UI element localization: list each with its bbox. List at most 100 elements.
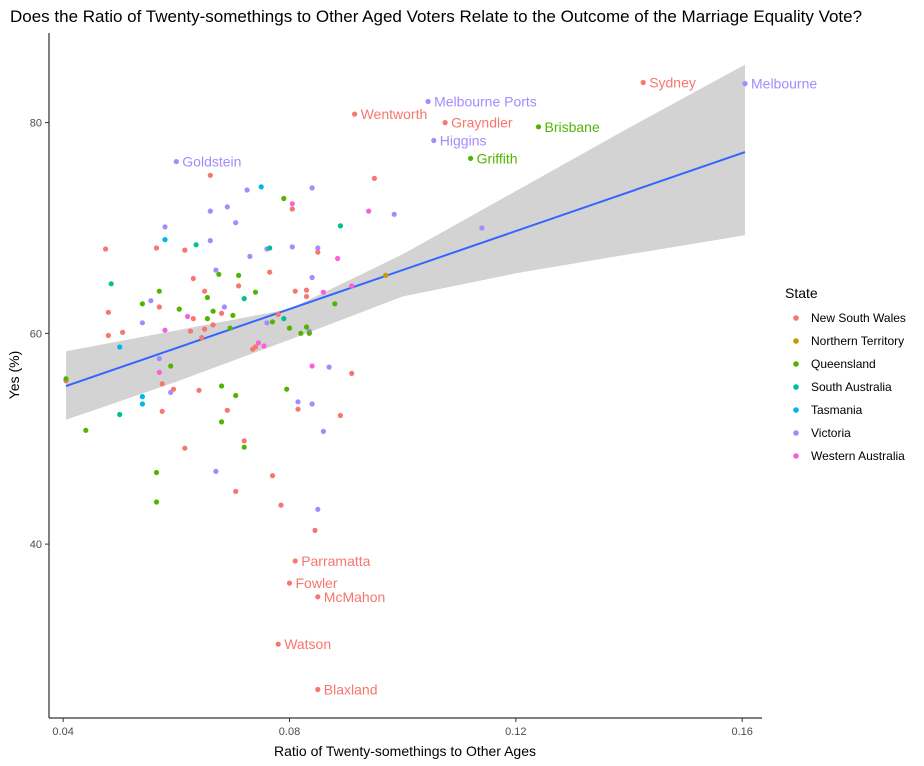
data-point	[170, 386, 177, 392]
data-point	[269, 319, 276, 325]
confidence-band	[66, 64, 745, 420]
data-point	[391, 211, 397, 217]
data-point	[190, 316, 196, 322]
data-point	[196, 387, 202, 393]
labeled-data-point	[315, 594, 321, 600]
point-label: Fowler	[296, 575, 338, 591]
data-point	[202, 288, 208, 294]
data-point	[281, 316, 287, 322]
data-point	[117, 344, 123, 350]
data-point	[202, 326, 208, 332]
labeled-data-point	[442, 120, 448, 126]
legend-key	[793, 338, 799, 344]
data-point	[159, 408, 165, 414]
legend-key	[793, 384, 799, 390]
legend-label: New South Wales	[811, 311, 906, 325]
data-point	[278, 502, 284, 508]
data-point	[289, 201, 295, 207]
data-point	[233, 392, 239, 399]
data-point	[247, 253, 253, 259]
trend-line	[65, 151, 746, 387]
labeled-data-point	[431, 137, 437, 144]
data-point	[303, 293, 310, 300]
labeled-data-point	[275, 641, 281, 647]
data-point	[241, 438, 247, 444]
data-point	[219, 383, 225, 389]
data-point	[156, 288, 162, 294]
data-point	[383, 272, 389, 278]
x-tick-label: 0.12	[505, 726, 526, 738]
data-point	[309, 363, 315, 369]
data-point	[230, 312, 236, 318]
x-tick-label: 0.08	[279, 726, 300, 738]
point-label: Sydney	[649, 75, 696, 91]
data-point	[159, 381, 165, 387]
data-point	[267, 269, 273, 275]
labeled-data-point	[286, 580, 293, 586]
data-point	[252, 289, 259, 295]
data-point	[233, 220, 239, 226]
data-point	[83, 427, 89, 433]
data-point	[320, 289, 326, 295]
data-point	[315, 249, 321, 255]
data-point	[275, 311, 281, 317]
labeled-data-point	[468, 155, 474, 161]
data-point	[221, 304, 227, 310]
data-point	[105, 332, 111, 339]
data-point	[315, 506, 321, 512]
data-point	[224, 407, 230, 413]
data-point	[139, 401, 145, 407]
axes-layer: 0.04 0.08 0.12 0.16 40 60 80	[30, 33, 762, 738]
data-point	[207, 172, 213, 178]
data-point	[108, 281, 114, 287]
data-point	[193, 242, 199, 248]
x-tick-label: 0.16	[731, 726, 752, 738]
data-point	[326, 364, 332, 370]
data-point	[335, 255, 341, 262]
data-point	[153, 469, 160, 476]
point-label: Melbourne	[751, 76, 817, 92]
data-point	[153, 245, 160, 251]
y-tick-label: 80	[30, 118, 42, 130]
data-point	[281, 195, 287, 202]
data-point	[204, 294, 210, 301]
data-point	[264, 320, 270, 326]
data-point	[337, 412, 343, 419]
data-point	[139, 394, 145, 400]
labeled-data-point	[173, 159, 179, 165]
legend-title: State	[785, 285, 818, 301]
data-point	[258, 184, 264, 190]
data-point	[366, 208, 372, 214]
point-label: Blaxland	[324, 682, 378, 698]
data-point	[295, 406, 301, 412]
data-point	[185, 313, 191, 320]
data-point	[233, 488, 239, 494]
labeled-data-point	[352, 111, 358, 117]
data-point	[156, 304, 162, 310]
data-point	[298, 330, 304, 336]
data-point	[204, 316, 210, 322]
data-point	[213, 468, 219, 474]
data-point	[252, 344, 259, 350]
data-point	[63, 376, 69, 382]
data-point	[213, 267, 219, 273]
data-point	[337, 223, 343, 229]
data-point	[244, 187, 250, 193]
data-point	[227, 325, 233, 331]
legend-key	[793, 453, 799, 459]
data-point	[156, 356, 162, 362]
data-point	[153, 499, 160, 505]
data-point	[162, 327, 168, 333]
labeled-data-point	[425, 98, 431, 105]
data-point	[286, 325, 293, 331]
data-point	[261, 343, 267, 349]
data-point	[176, 306, 182, 312]
x-tick-label: 0.04	[52, 726, 73, 738]
data-point	[241, 296, 247, 302]
data-point	[207, 238, 213, 244]
legend-label: Western Australia	[811, 449, 905, 463]
data-point	[292, 288, 298, 294]
point-label: Grayndler	[451, 115, 513, 131]
data-point	[139, 320, 145, 326]
point-label: Watson	[284, 636, 331, 652]
